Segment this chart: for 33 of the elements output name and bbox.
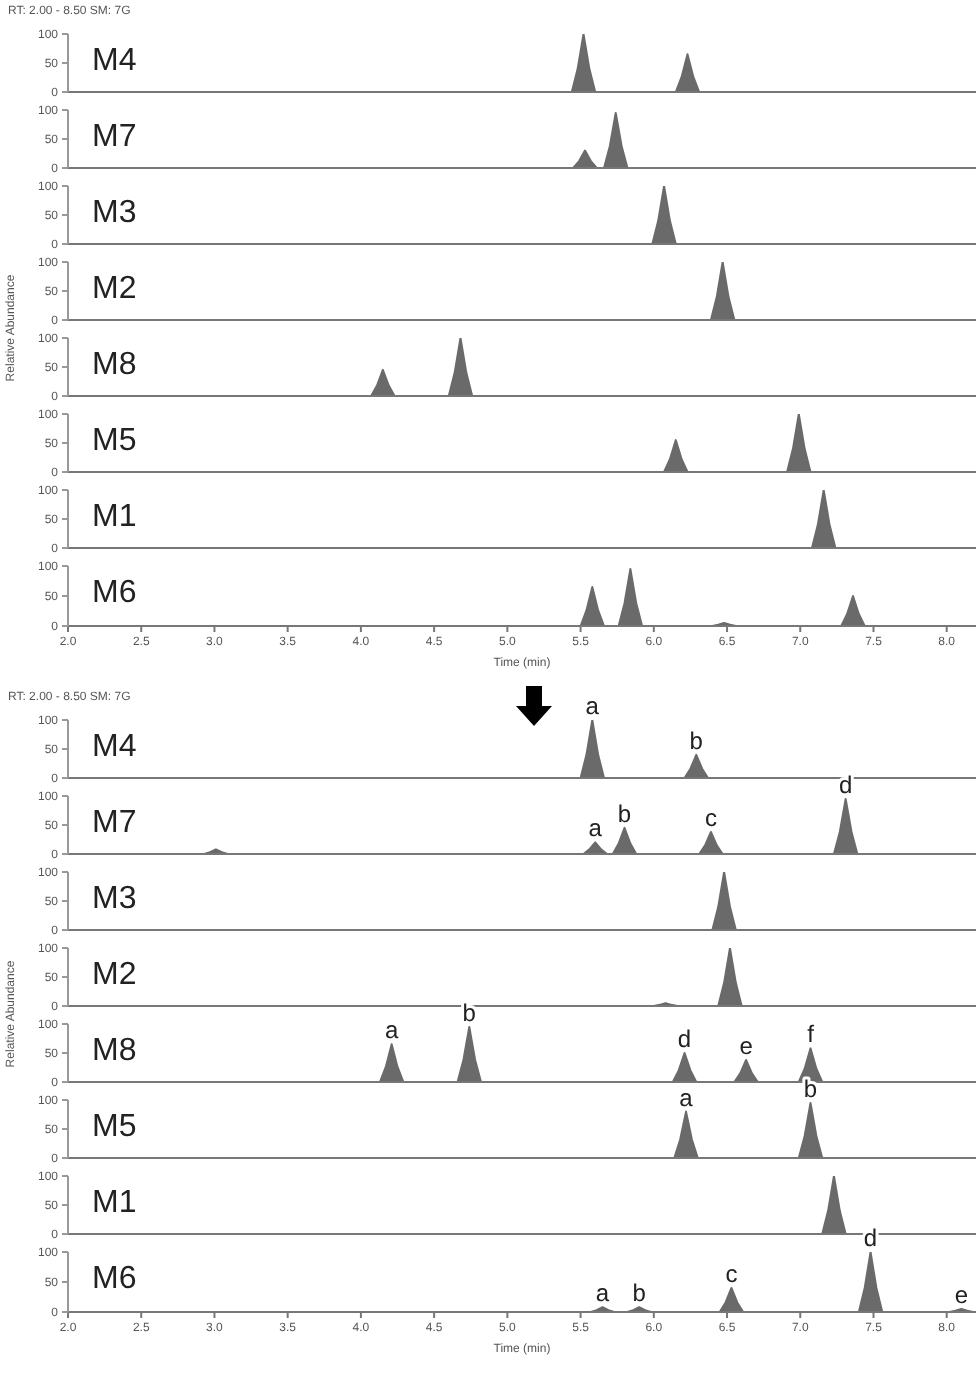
chart-title: M6: [92, 1262, 137, 1298]
chart-title: M5: [92, 1110, 137, 1146]
chart-title: M3: [92, 196, 137, 232]
annotation: a: [679, 1083, 694, 1112]
annotation: c: [725, 1260, 738, 1288]
chart-title: M1: [92, 500, 137, 536]
annotation: b: [462, 998, 477, 1027]
chart-title: M7: [92, 120, 137, 156]
annotation: b: [632, 1279, 647, 1308]
chart-title: M2: [92, 958, 137, 994]
annotation: a: [585, 692, 600, 720]
annotation: b: [689, 726, 704, 755]
annotation: b: [617, 799, 632, 828]
annotation: d: [677, 1025, 692, 1053]
chart-title: M7: [92, 806, 137, 842]
chart-title: M8: [92, 1034, 137, 1070]
chart-title: M8: [92, 348, 137, 384]
chart-title: M4: [92, 44, 137, 80]
chart-title: M4: [92, 730, 137, 766]
chart-title: M2: [92, 272, 137, 308]
chart-title: M3: [92, 882, 137, 918]
chart-title: M1: [92, 1186, 137, 1222]
annotation: d: [838, 770, 853, 799]
chart-title: M6: [92, 576, 137, 612]
annotation: a: [595, 1279, 610, 1308]
annotation: a: [588, 814, 603, 843]
annotation: b: [803, 1074, 818, 1103]
annotation: c: [704, 803, 717, 832]
annotation: e: [739, 1031, 754, 1060]
annotation: f: [807, 1020, 816, 1049]
annotation: a: [384, 1016, 399, 1045]
annotation: e: [954, 1281, 969, 1309]
chart-title: M5: [92, 424, 137, 460]
